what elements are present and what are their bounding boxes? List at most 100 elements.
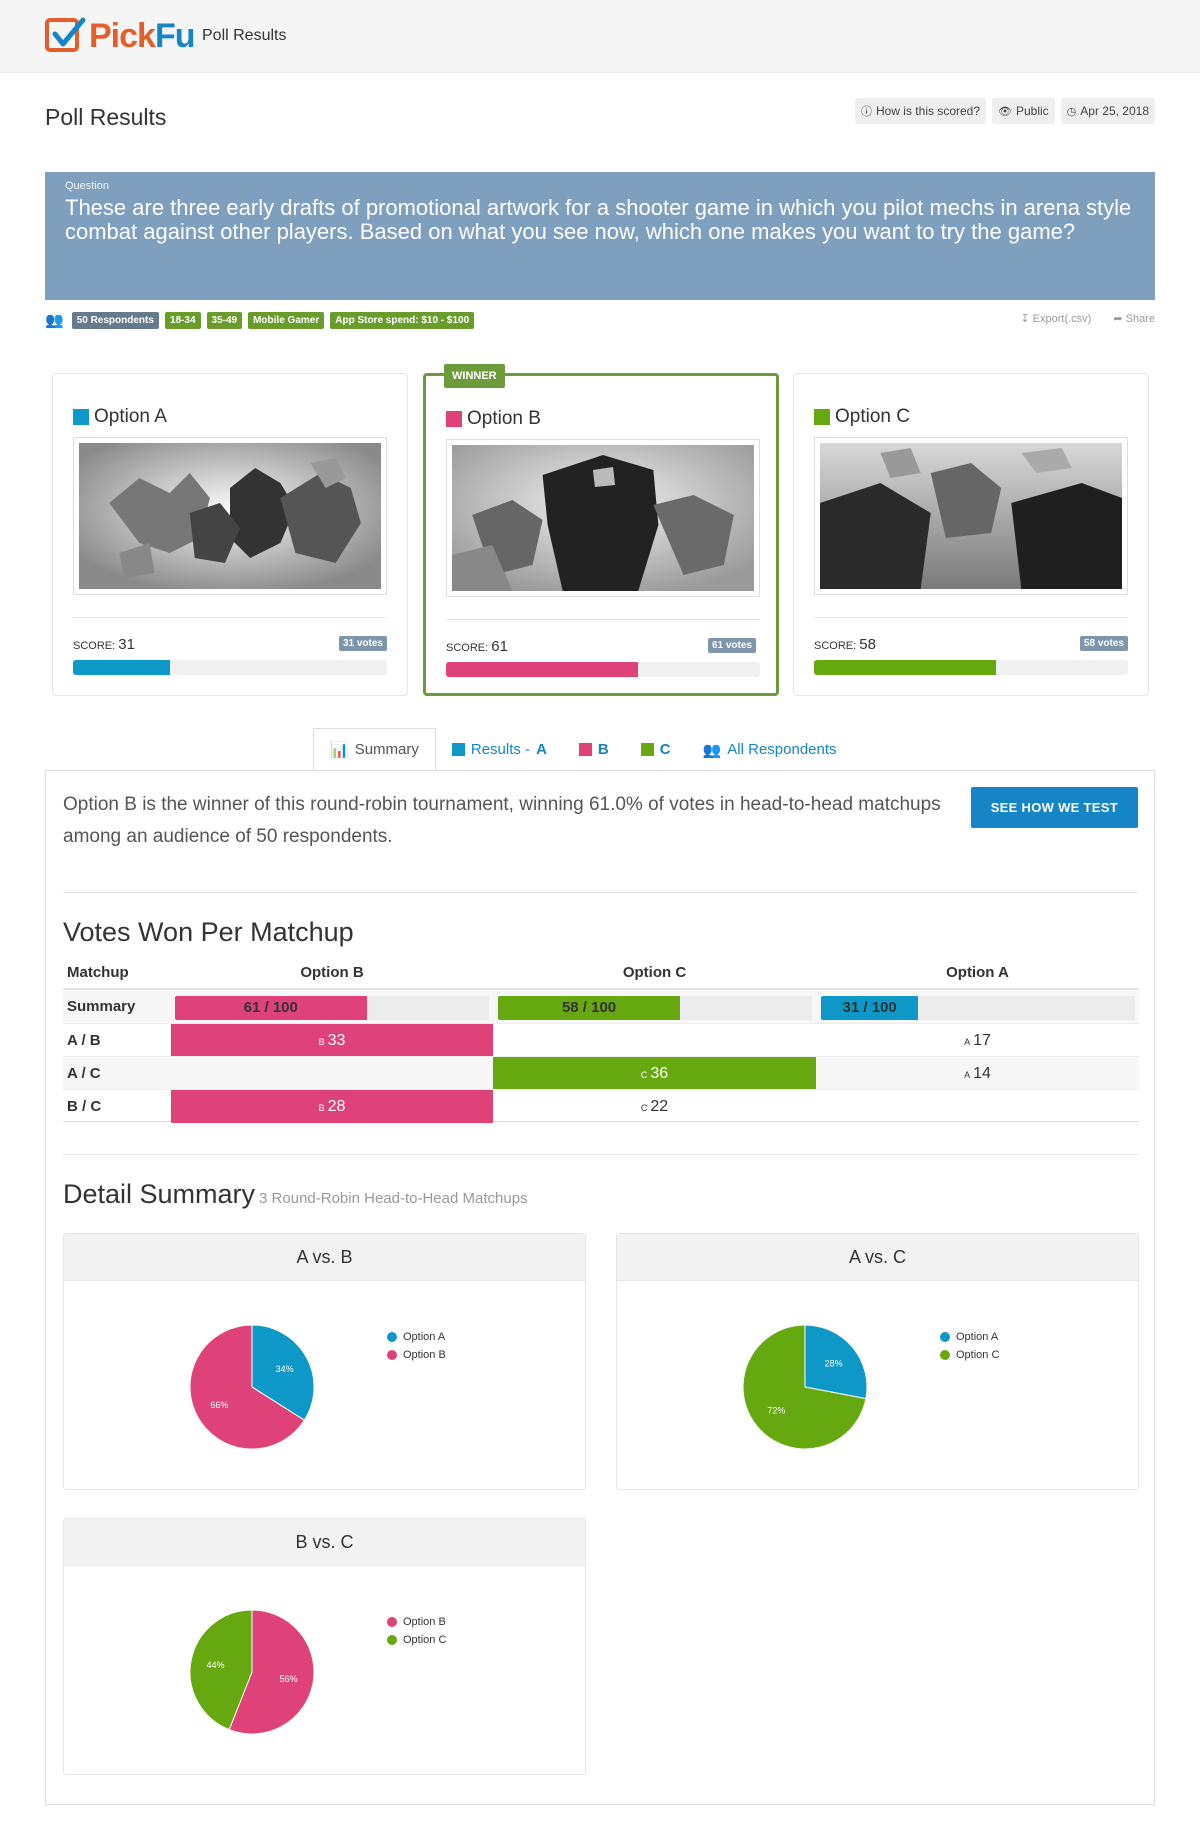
- card-divider: [814, 617, 1128, 618]
- question-label: Question: [65, 180, 110, 192]
- top-bar: PickFu Poll Results: [0, 0, 1200, 73]
- question-box: Question These are three early drafts of…: [45, 172, 1155, 300]
- users-icon: 👥: [45, 312, 64, 329]
- option-b-swatch: [578, 743, 592, 756]
- pickfu-logo[interactable]: PickFu: [45, 14, 195, 60]
- pie-slice[interactable]: [189, 1609, 253, 1731]
- legend-item[interactable]: Option C: [940, 1346, 999, 1364]
- respondents-tag: 50 Respondents: [71, 311, 159, 329]
- export-csv-link[interactable]: ↧ Export(.csv): [1020, 313, 1092, 325]
- card-divider: [73, 617, 387, 618]
- pie-slice-label: 66%: [210, 1400, 228, 1410]
- pie-chart-b-vs-c: 56% 44%: [189, 1609, 315, 1735]
- option-a-artwork[interactable]: [73, 437, 387, 595]
- date-chip: ◷ Apr 25, 2018: [1060, 98, 1155, 124]
- option-a-column-header: Option A: [946, 964, 1009, 981]
- option-c-votes-cell: C 22: [640, 1098, 669, 1115]
- share-icon: ➦: [1113, 313, 1123, 325]
- option-b-score-fill: [446, 662, 638, 677]
- option-c-summary-fill: 58 / 100: [498, 996, 681, 1020]
- pie-slice[interactable]: [804, 1324, 868, 1400]
- summary-row-label: Summary: [67, 998, 136, 1015]
- logo-mark-icon: [45, 17, 86, 52]
- pie-slice-label: 56%: [280, 1674, 298, 1684]
- option-c-votes-cell: C 36: [493, 1057, 816, 1090]
- pie-title: A vs. B: [64, 1234, 585, 1281]
- option-c-column-header: Option C: [622, 964, 687, 981]
- option-c-votes-badge: 58 votes: [1079, 636, 1128, 651]
- option-c-score-fill: [814, 660, 997, 675]
- option-b-card[interactable]: WINNER Option B SCORE: 61 61 votes: [423, 364, 779, 696]
- section-divider: [63, 1154, 1139, 1155]
- tab-results-a[interactable]: Results - A: [436, 728, 563, 771]
- tab-results-c[interactable]: C: [625, 728, 687, 771]
- download-icon: ↧: [1020, 313, 1030, 325]
- top-nav-title: Poll Results: [202, 27, 287, 44]
- pie-legend: Option A Option B: [387, 1328, 446, 1364]
- option-b-votes-cell: B 28: [171, 1090, 493, 1123]
- option-a-swatch: [451, 743, 465, 756]
- logo-wordmark: PickFu: [89, 17, 195, 55]
- legend-item[interactable]: Option C: [387, 1631, 446, 1649]
- legend-item[interactable]: Option B: [387, 1346, 446, 1364]
- option-a-card[interactable]: Option A SCORE: 31 31 votes: [52, 373, 408, 696]
- audience-tag: 35-49: [206, 311, 243, 329]
- eye-icon: 👁: [998, 105, 1012, 118]
- visibility-chip: 👁 Public: [992, 98, 1055, 124]
- legend-item[interactable]: Option A: [387, 1328, 446, 1346]
- matchup-label: B / C: [67, 1098, 102, 1115]
- option-a-score: SCORE: 31: [73, 636, 135, 653]
- winner-badge: WINNER: [444, 364, 505, 388]
- table-header-row: Matchup Option B Option C Option A: [63, 957, 1139, 990]
- section-divider: [63, 892, 1139, 893]
- clock-icon: ◷: [1066, 105, 1077, 118]
- audience-tag: App Store spend: $10 - $100: [330, 311, 475, 329]
- users-icon: 👥: [702, 741, 722, 759]
- legend-item[interactable]: Option A: [940, 1328, 999, 1346]
- option-c-artwork[interactable]: [814, 437, 1128, 595]
- tab-summary[interactable]: 📊 Summary: [313, 728, 436, 771]
- pie-slice-label: 44%: [206, 1660, 224, 1670]
- legend-item[interactable]: Option B: [387, 1613, 446, 1631]
- option-a-votes-cell: A 17: [964, 1032, 991, 1049]
- question-text: These are three early drafts of promotio…: [65, 195, 1132, 244]
- pie-card-a-vs-b: A vs. B 34% 66% Option A Option B: [63, 1233, 586, 1490]
- table-row: B / C B 28 C 22: [63, 1089, 1139, 1123]
- table-row: A / C C 36 A 14: [63, 1056, 1139, 1090]
- option-a-header: Option A: [73, 406, 167, 428]
- share-link[interactable]: ➦ Share: [1113, 313, 1155, 325]
- option-c-header: Option C: [814, 406, 910, 428]
- option-a-votes-badge: 31 votes: [338, 636, 387, 651]
- option-b-score: SCORE: 61: [446, 638, 508, 655]
- audience-tag: 18-34: [164, 311, 201, 329]
- option-c-card[interactable]: Option C SCORE: 58 58 votes: [793, 373, 1149, 696]
- tab-results-b[interactable]: B: [563, 728, 625, 771]
- option-b-summary-bar: 61 / 100: [175, 996, 489, 1020]
- option-a-score-bar: [73, 660, 387, 675]
- legend-swatch: [940, 1350, 950, 1360]
- option-b-header: Option B: [446, 408, 541, 430]
- pie-slice[interactable]: [742, 1324, 867, 1450]
- results-tabs: 📊 Summary Results - A B C 👥 All Respondent…: [313, 728, 853, 771]
- pie-card-a-vs-c: A vs. C 28% 72% Option A Option C: [616, 1233, 1139, 1490]
- option-c-swatch: [640, 743, 654, 756]
- option-c-score: SCORE: 58: [814, 636, 876, 653]
- matchups-title: Votes Won Per Matchup: [63, 917, 354, 947]
- how-scored-link[interactable]: ⓘ How is this scored?: [854, 98, 987, 124]
- option-b-swatch: [446, 411, 462, 427]
- tab-all-respondents[interactable]: 👥 All Respondents: [702, 741, 837, 759]
- option-a-summary-fill: 31 / 100: [821, 996, 919, 1020]
- matchup-label: A / C: [67, 1065, 101, 1082]
- legend-swatch: [940, 1332, 950, 1342]
- option-b-artwork[interactable]: [446, 439, 760, 597]
- option-a-summary-bar: 31 / 100: [821, 996, 1135, 1020]
- table-row: A / B B 33 A 17: [63, 1023, 1139, 1057]
- pie-slice[interactable]: [228, 1609, 315, 1735]
- option-a-votes-cell: A 14: [964, 1065, 991, 1082]
- pie-slice[interactable]: [189, 1324, 306, 1450]
- legend-swatch: [387, 1617, 397, 1627]
- table-row-summary: Summary 61 / 100 58 / 100 31 / 100: [63, 990, 1139, 1023]
- matchup-label: A / B: [67, 1032, 101, 1049]
- see-how-we-test-button[interactable]: SEE HOW WE TEST: [970, 787, 1138, 828]
- info-icon: ⓘ: [860, 106, 872, 118]
